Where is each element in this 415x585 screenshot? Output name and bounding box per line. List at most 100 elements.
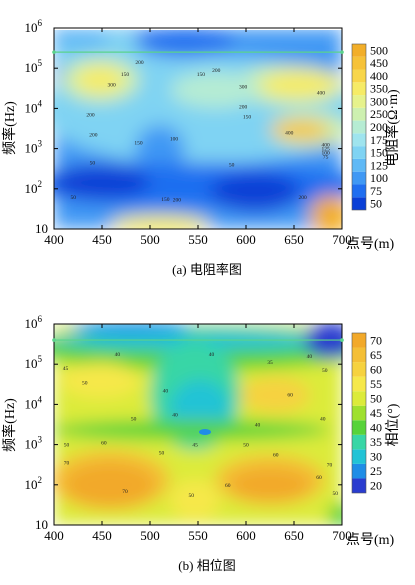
contour-label: 40 — [115, 352, 121, 358]
y-tick-base: 10 — [25, 316, 38, 331]
y-tick-exponent: 2 — [38, 475, 43, 485]
colorbar-frame — [351, 332, 367, 494]
x-tick-label: 400 — [44, 528, 64, 543]
colorbar-swatch — [352, 133, 366, 147]
x-tick-label: 550 — [188, 232, 208, 247]
colorbar-swatch — [352, 120, 366, 134]
data-top-marker — [52, 50, 56, 54]
y-tick-label: 105 — [25, 58, 43, 75]
y-tick-label: 104 — [25, 98, 43, 115]
y-tick-base: 10 — [25, 477, 38, 492]
colorbar-label: 450 — [370, 56, 388, 70]
contour-label: 40 — [307, 354, 313, 360]
colorbar-label: 65 — [370, 348, 382, 362]
contour-label: 100 — [322, 151, 331, 157]
colorbar-label: 350 — [370, 82, 388, 96]
colorbar-label: 100 — [370, 171, 388, 185]
colorbar-swatch — [352, 376, 366, 392]
colorbar-label: 25 — [370, 464, 382, 478]
y-tick-exponent: 6 — [38, 18, 43, 28]
contour-label: 50 — [189, 493, 195, 499]
colorbar-label: 400 — [370, 69, 388, 83]
x-tick-label: 600 — [236, 528, 256, 543]
colorbar-label: 50 — [370, 197, 382, 211]
y-tick-exponent: 5 — [38, 354, 43, 364]
colorbar-title: 电阻率(Ω·m) — [384, 89, 401, 167]
y-tick-base: 10 — [25, 356, 38, 371]
contour-label: 60 — [101, 441, 107, 447]
colorbar-label: 250 — [370, 107, 388, 121]
contour-label: 400 — [285, 131, 294, 137]
colorbar-label: 40 — [370, 421, 382, 435]
contour-label: 40 — [255, 423, 261, 429]
y-tick-base: 10 — [35, 221, 48, 236]
y-tick-base: 10 — [25, 396, 38, 411]
minimum-spot — [199, 429, 211, 435]
contour-label: 150 — [197, 72, 206, 78]
x-axis-title: 点号(m) — [346, 532, 395, 548]
contour-label: 70 — [122, 489, 128, 495]
y-tick-exponent: 6 — [38, 314, 43, 324]
contour-label: 400 — [317, 90, 326, 96]
contour-label: 200 — [173, 198, 182, 204]
colorbar-swatch — [352, 146, 366, 159]
contour-label: 50 — [64, 443, 70, 449]
contour-label: 45 — [63, 366, 69, 372]
contour-label: 150 — [161, 197, 170, 203]
contour-label: 150 — [121, 72, 130, 78]
colorbar-label: 30 — [370, 450, 382, 464]
colorbar-label: 500 — [370, 43, 388, 57]
contour-label: 150 — [134, 141, 143, 147]
y-tick-base: 10 — [25, 141, 38, 156]
y-tick-label: 102 — [25, 475, 43, 492]
contour-label: 70 — [327, 463, 333, 469]
data-top-marker — [340, 338, 344, 342]
colorbar-label: 50 — [370, 391, 382, 405]
colorbar-label: 55 — [370, 377, 382, 391]
contour-label: 50 — [131, 416, 137, 422]
contour-label: 50 — [333, 491, 339, 497]
x-axis-title: 点号(m) — [346, 236, 395, 252]
colorbar-swatch — [352, 56, 366, 70]
contour-label: 40 — [320, 416, 326, 422]
y-tick-label: 106 — [25, 18, 43, 35]
x-tick-label: 550 — [188, 528, 208, 543]
colorbar-swatch — [352, 333, 366, 348]
contour-label: 300 — [239, 84, 248, 90]
x-tick-label: 500 — [140, 232, 160, 247]
colorbar-swatch — [352, 434, 366, 450]
colorbar-label: 125 — [370, 158, 388, 172]
y-tick-base: 10 — [25, 20, 38, 35]
colorbar-swatch — [352, 197, 366, 210]
contour-label: 45 — [192, 443, 198, 449]
contour-label: 150 — [243, 114, 252, 120]
contour-label: 50 — [90, 161, 96, 167]
colorbar-swatch — [352, 184, 366, 198]
contour-label: 60 — [287, 392, 293, 398]
colorbar-swatch — [352, 463, 366, 479]
caption: (a) 电阻率图 — [172, 262, 242, 277]
colorbar-title: 相位(°) — [385, 403, 401, 446]
y-tick-label: 10 — [35, 221, 48, 236]
y-tick-base: 10 — [35, 517, 48, 532]
contour-label: 200 — [212, 68, 221, 74]
y-tick-label: 104 — [25, 394, 43, 411]
y-tick-label: 106 — [25, 314, 43, 331]
contour-label: 200 — [86, 112, 95, 118]
x-tick-label: 650 — [284, 528, 304, 543]
contour-label: 60 — [273, 453, 279, 459]
contour-label: 400 — [322, 143, 331, 149]
colorbar-swatch — [352, 362, 366, 377]
colorbar-swatch — [352, 158, 366, 172]
colorbar-swatch — [352, 69, 366, 83]
y-tick-exponent: 3 — [38, 139, 43, 149]
y-tick-label: 103 — [25, 139, 43, 156]
colorbar-swatch — [352, 449, 366, 464]
colorbar-swatch — [352, 420, 366, 435]
colorbar-swatch — [352, 405, 366, 421]
colorbar-label: 175 — [370, 133, 388, 147]
